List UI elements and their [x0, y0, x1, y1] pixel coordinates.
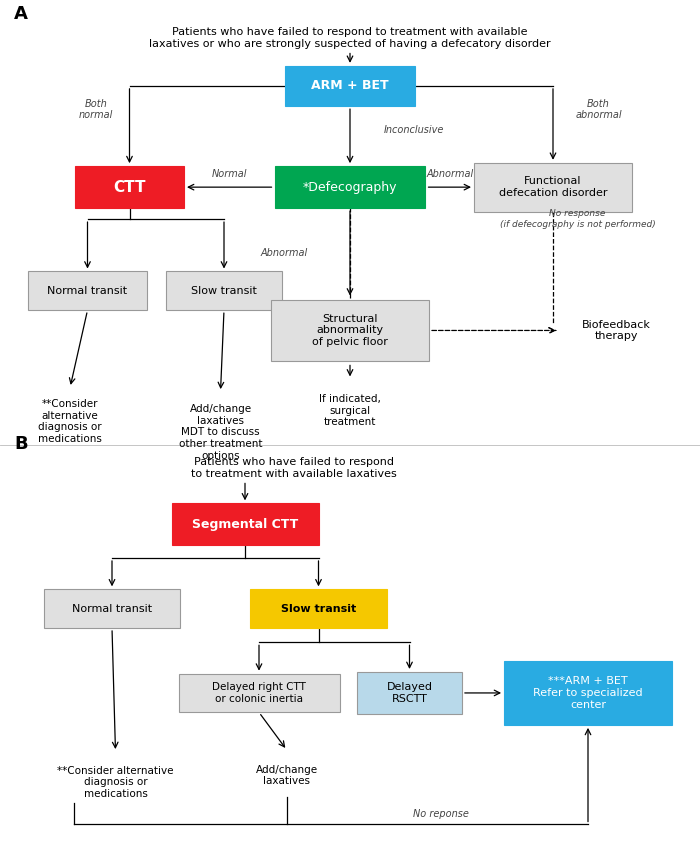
- Text: Patients who have failed to respond
to treatment with available laxatives: Patients who have failed to respond to t…: [191, 457, 397, 479]
- Text: Structural
abnormality
of pelvic floor: Structural abnormality of pelvic floor: [312, 314, 388, 347]
- Text: CTT: CTT: [113, 180, 146, 195]
- Text: No response
(if defecography is not performed): No response (if defecography is not perf…: [500, 209, 655, 229]
- Text: Inconclusive: Inconclusive: [384, 125, 444, 135]
- FancyBboxPatch shape: [28, 271, 147, 310]
- Text: ***ARM + BET
Refer to specialized
center: ***ARM + BET Refer to specialized center: [533, 676, 643, 710]
- Text: Both
abnormal: Both abnormal: [575, 99, 622, 121]
- FancyBboxPatch shape: [43, 589, 181, 628]
- FancyBboxPatch shape: [178, 674, 340, 712]
- FancyBboxPatch shape: [167, 271, 281, 310]
- Text: ARM + BET: ARM + BET: [312, 79, 388, 93]
- Text: Normal transit: Normal transit: [72, 604, 152, 614]
- Text: Delayed
RSCTT: Delayed RSCTT: [386, 682, 433, 704]
- Text: Functional
defecation disorder: Functional defecation disorder: [498, 176, 608, 198]
- Text: Normal: Normal: [211, 169, 247, 179]
- FancyBboxPatch shape: [272, 300, 428, 361]
- Text: Slow transit: Slow transit: [281, 604, 356, 614]
- Text: If indicated,
surgical
treatment: If indicated, surgical treatment: [319, 394, 381, 427]
- Text: Both
normal: Both normal: [78, 99, 113, 121]
- Text: Abnormal: Abnormal: [260, 249, 308, 258]
- FancyBboxPatch shape: [475, 163, 631, 212]
- FancyBboxPatch shape: [274, 166, 426, 208]
- FancyBboxPatch shape: [76, 166, 183, 208]
- Text: *Defecography: *Defecography: [302, 180, 398, 194]
- Text: A: A: [14, 4, 28, 23]
- FancyBboxPatch shape: [357, 672, 462, 714]
- Text: Normal transit: Normal transit: [48, 286, 127, 296]
- Text: Biofeedback
therapy: Biofeedback therapy: [582, 319, 650, 341]
- FancyBboxPatch shape: [504, 661, 672, 725]
- Text: Slow transit: Slow transit: [191, 286, 257, 296]
- Text: Add/change
laxatives: Add/change laxatives: [256, 765, 318, 787]
- FancyBboxPatch shape: [251, 589, 386, 628]
- Text: **Consider alternative
diagnosis or
medications: **Consider alternative diagnosis or medi…: [57, 765, 174, 799]
- Text: Segmental CTT: Segmental CTT: [192, 518, 298, 531]
- Text: Add/change
laxatives
MDT to discuss
other treatment
options: Add/change laxatives MDT to discuss othe…: [178, 405, 262, 460]
- Text: Delayed right CTT
or colonic inertia: Delayed right CTT or colonic inertia: [212, 682, 306, 704]
- Text: B: B: [14, 435, 27, 454]
- Text: No reponse: No reponse: [413, 809, 469, 819]
- FancyBboxPatch shape: [286, 66, 414, 106]
- Text: Patients who have failed to respond to treatment with available
laxatives or who: Patients who have failed to respond to t…: [149, 27, 551, 49]
- Text: **Consider
alternative
diagnosis or
medications: **Consider alternative diagnosis or medi…: [38, 399, 102, 444]
- Text: Abnormal: Abnormal: [426, 169, 473, 179]
- FancyBboxPatch shape: [172, 503, 318, 545]
